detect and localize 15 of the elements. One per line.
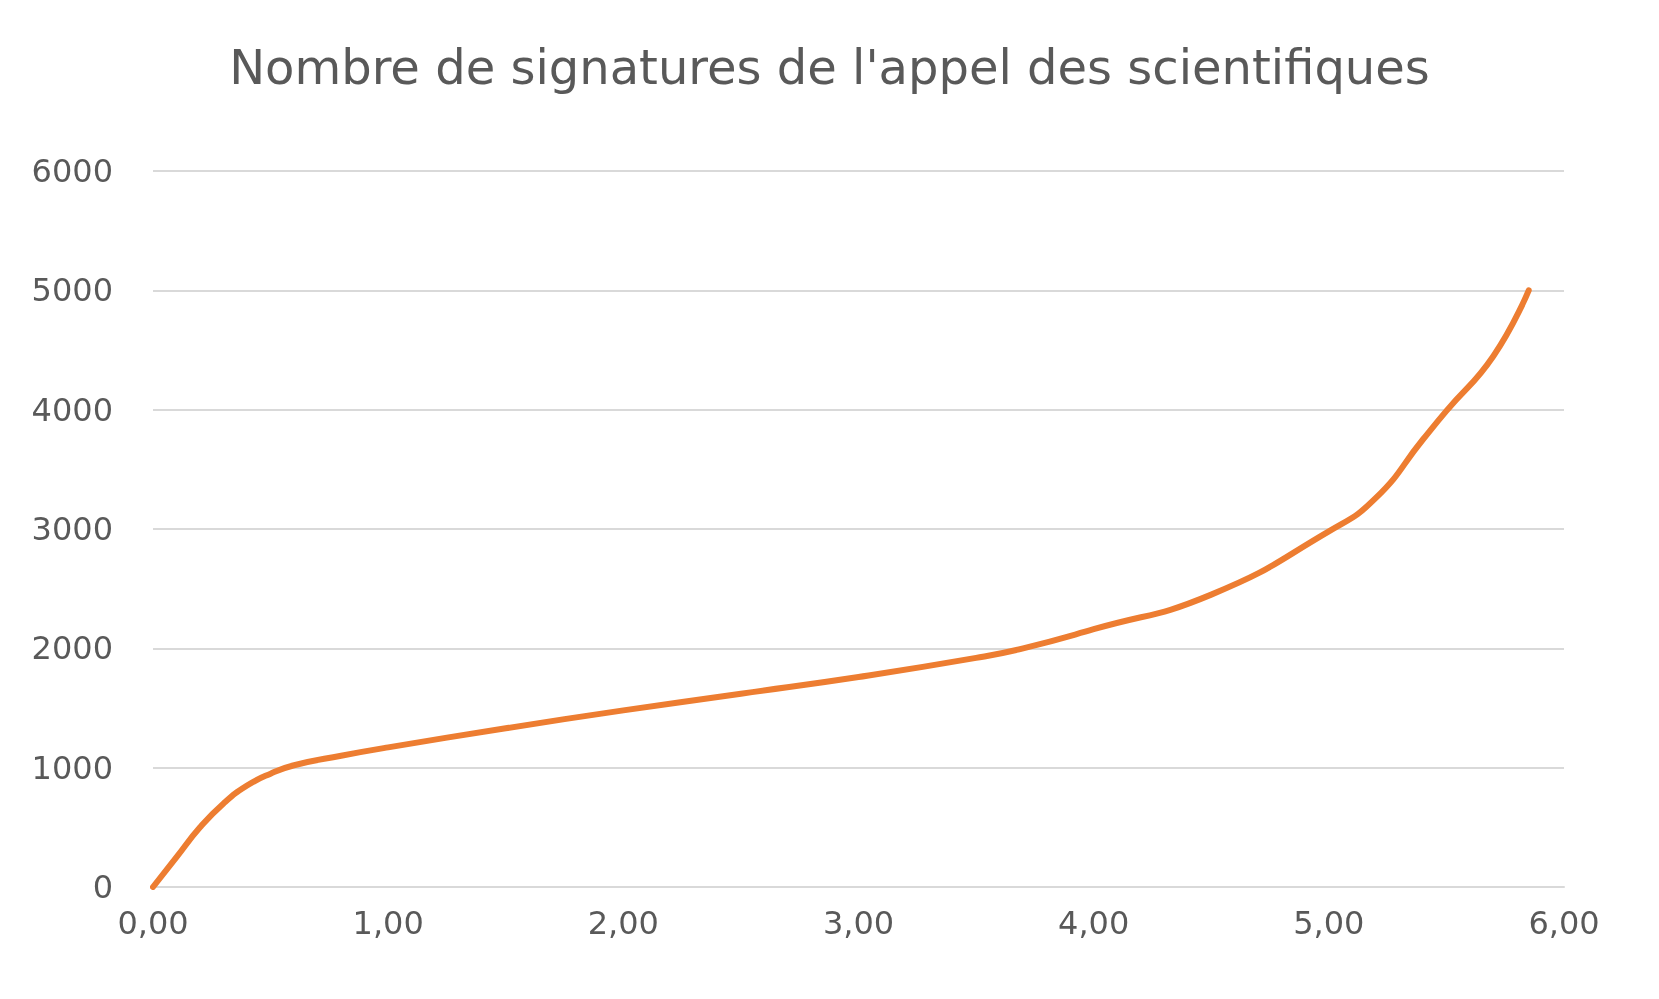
y-tick-label: 1000 bbox=[31, 748, 113, 787]
x-tick-label: 3,00 bbox=[822, 904, 895, 942]
y-tick-label: 2000 bbox=[31, 629, 113, 668]
y-tick-label: 5000 bbox=[31, 271, 113, 310]
x-tick-label: 0,00 bbox=[117, 904, 189, 942]
y-tick-label: 4000 bbox=[31, 390, 113, 429]
x-tick-label: 1,00 bbox=[352, 904, 424, 942]
y-tick-label: 3000 bbox=[31, 510, 113, 548]
y-tick-label: 0 bbox=[92, 868, 113, 906]
chart-title: Nombre de signatures de l'appel des scientifiques bbox=[229, 39, 1430, 95]
x-tick-label: 5,00 bbox=[1293, 904, 1365, 942]
x-tick-label: 6,00 bbox=[1528, 904, 1600, 942]
y-tick-label: 6000 bbox=[31, 152, 113, 190]
x-tick-label: 4,00 bbox=[1058, 904, 1130, 942]
x-tick-label: 2,00 bbox=[587, 904, 659, 942]
